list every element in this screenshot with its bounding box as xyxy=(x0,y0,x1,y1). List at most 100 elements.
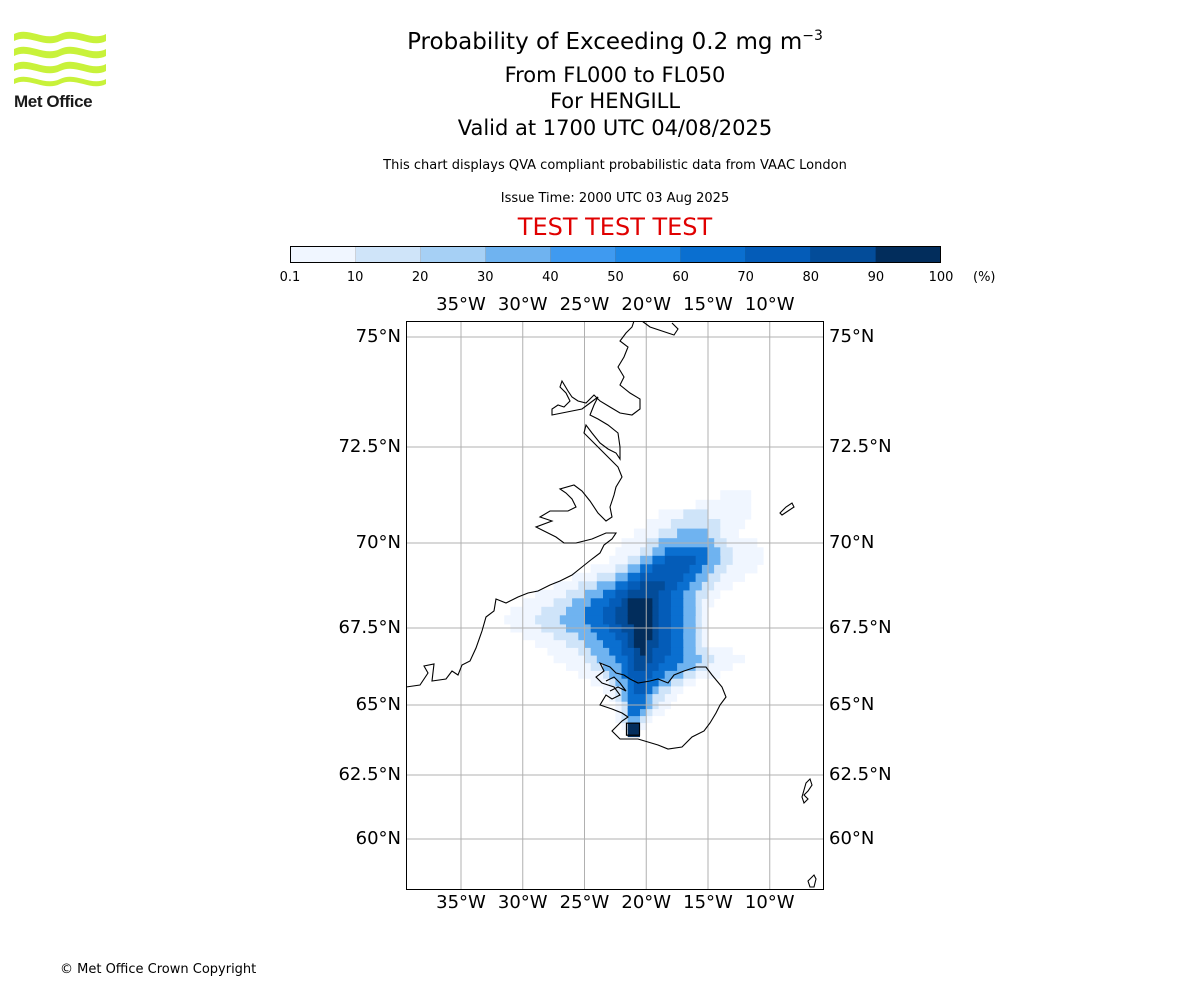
probability-cell xyxy=(627,729,640,738)
longitude-label: 35°W xyxy=(436,892,486,913)
colorbar-tick-label: 40 xyxy=(542,270,559,285)
probability-cell xyxy=(640,647,647,656)
colorbar-tick-label: 0.1 xyxy=(279,270,301,285)
latitude-label: 62.5°N xyxy=(338,764,401,785)
probability-cell xyxy=(627,598,653,608)
longitude-label: 10°W xyxy=(744,892,795,913)
latitude-label: 72.5°N xyxy=(829,436,892,457)
longitude-label: 20°W xyxy=(621,892,672,913)
latitude-label: 67.5°N xyxy=(829,617,892,638)
latitude-label: 60°N xyxy=(829,828,875,849)
latitude-label: 70°N xyxy=(829,532,875,553)
issue-time: Issue Time: 2000 UTC 03 Aug 2025 xyxy=(500,191,730,206)
colorbar-unit: (%) xyxy=(973,270,996,285)
probability-cell xyxy=(627,606,653,616)
latitude-label: 70°N xyxy=(355,532,401,553)
iceland-coastline xyxy=(595,661,727,750)
probability-cell xyxy=(627,722,640,731)
iceland-westfjord-detail xyxy=(605,676,627,692)
probability-cell xyxy=(627,708,640,717)
colorbar-segment-0 xyxy=(291,247,356,262)
shetland-coastline xyxy=(807,874,817,888)
greenland-coastline xyxy=(406,321,641,688)
colorbar-tick-label: 20 xyxy=(411,270,429,285)
colorbar-segment-2 xyxy=(421,247,486,262)
probability-cell xyxy=(633,654,653,664)
graticule xyxy=(406,321,824,890)
jan-mayen-coastline xyxy=(779,502,795,516)
colorbar-segment-6 xyxy=(681,247,746,262)
map-frame xyxy=(406,321,824,890)
latitude-label: 65°N xyxy=(355,694,401,715)
longitude-label: 25°W xyxy=(559,294,610,315)
longitude-label: 20°W xyxy=(621,294,672,315)
probability-cell xyxy=(695,499,752,510)
latitude-label: 75°N xyxy=(829,326,875,347)
colorbar-tick-label: 100 xyxy=(928,270,954,285)
chart-description: This chart displays QVA compliant probab… xyxy=(383,158,847,173)
met-office-logo: Met Office xyxy=(14,30,106,112)
longitude-label: 15°W xyxy=(683,294,733,315)
latitude-label: 75°N xyxy=(355,326,401,347)
probability-cells xyxy=(504,490,764,738)
copyright-notice: © Met Office Crown Copyright xyxy=(60,962,257,977)
latitude-label: 67.5°N xyxy=(338,617,401,638)
colorbar-tick-label: 60 xyxy=(672,270,689,285)
longitude-label: 10°W xyxy=(744,294,795,315)
probability-cell xyxy=(677,528,708,539)
test-banner: TEST TEST TEST xyxy=(517,213,713,241)
probability-cell xyxy=(664,547,708,557)
probability-cell xyxy=(633,662,647,671)
probability-cell xyxy=(627,615,653,625)
logo-text: Met Office xyxy=(14,92,93,111)
probability-cell xyxy=(720,490,752,501)
probability-cell xyxy=(664,555,696,565)
longitude-label: 35°W xyxy=(436,294,486,315)
probability-cell xyxy=(627,589,659,599)
longitude-label: 30°W xyxy=(497,892,548,913)
colorbar-tick-label: 90 xyxy=(867,270,885,285)
flight-level-range: From FL000 to FL050 xyxy=(504,63,726,87)
probability-cell xyxy=(633,631,653,641)
longitude-label: 15°W xyxy=(683,892,733,913)
probability-map xyxy=(406,321,824,890)
title-superscript: −3 xyxy=(802,28,823,44)
colorbar-segment-4 xyxy=(551,247,616,262)
colorbar-tick-label: 70 xyxy=(737,270,754,285)
colorbar-tick-label: 10 xyxy=(346,270,364,285)
probability-cell xyxy=(627,670,653,679)
probability-cell xyxy=(640,581,665,591)
volcano-name: For HENGILL xyxy=(549,89,681,113)
valid-time: Valid at 1700 UTC 04/08/2025 xyxy=(457,116,773,140)
probability-cell xyxy=(670,519,721,530)
probability-cell xyxy=(627,693,647,702)
probability-cell xyxy=(633,685,647,695)
probability-cell xyxy=(633,639,647,648)
colorbar-tick-label: 30 xyxy=(477,270,494,285)
greenland-coast-north xyxy=(641,321,679,336)
longitude-label: 25°W xyxy=(559,892,610,913)
met-office-wave-icon xyxy=(14,31,106,87)
faroe-islands-coastline xyxy=(801,777,813,805)
probability-cell xyxy=(652,564,690,574)
latitude-label: 62.5°N xyxy=(829,764,892,785)
volcano-location-marker xyxy=(625,722,641,736)
latitude-label: 60°N xyxy=(355,828,401,849)
latitude-label: 72.5°N xyxy=(338,436,401,457)
colorbar-segment-8 xyxy=(811,247,876,262)
probability-cell xyxy=(683,509,708,520)
title-main: Probability of Exceeding 0.2 mg m xyxy=(407,29,803,55)
colorbar-segment-7 xyxy=(746,247,811,262)
probability-cell xyxy=(627,715,640,724)
colorbar-segment-5 xyxy=(616,247,681,262)
colorbar xyxy=(290,246,941,263)
colorbar-tick-label: 80 xyxy=(802,270,820,285)
colorbar-segment-3 xyxy=(486,247,551,262)
longitude-label: 30°W xyxy=(497,294,548,315)
colorbar-segment-9 xyxy=(876,247,940,262)
colorbar-segment-1 xyxy=(356,247,421,262)
colorbar-tick-label: 50 xyxy=(607,270,624,285)
chart-title: Probability of Exceeding 0.2 mg m−3 xyxy=(0,28,1200,55)
probability-cell xyxy=(640,572,684,582)
latitude-label: 65°N xyxy=(829,694,875,715)
